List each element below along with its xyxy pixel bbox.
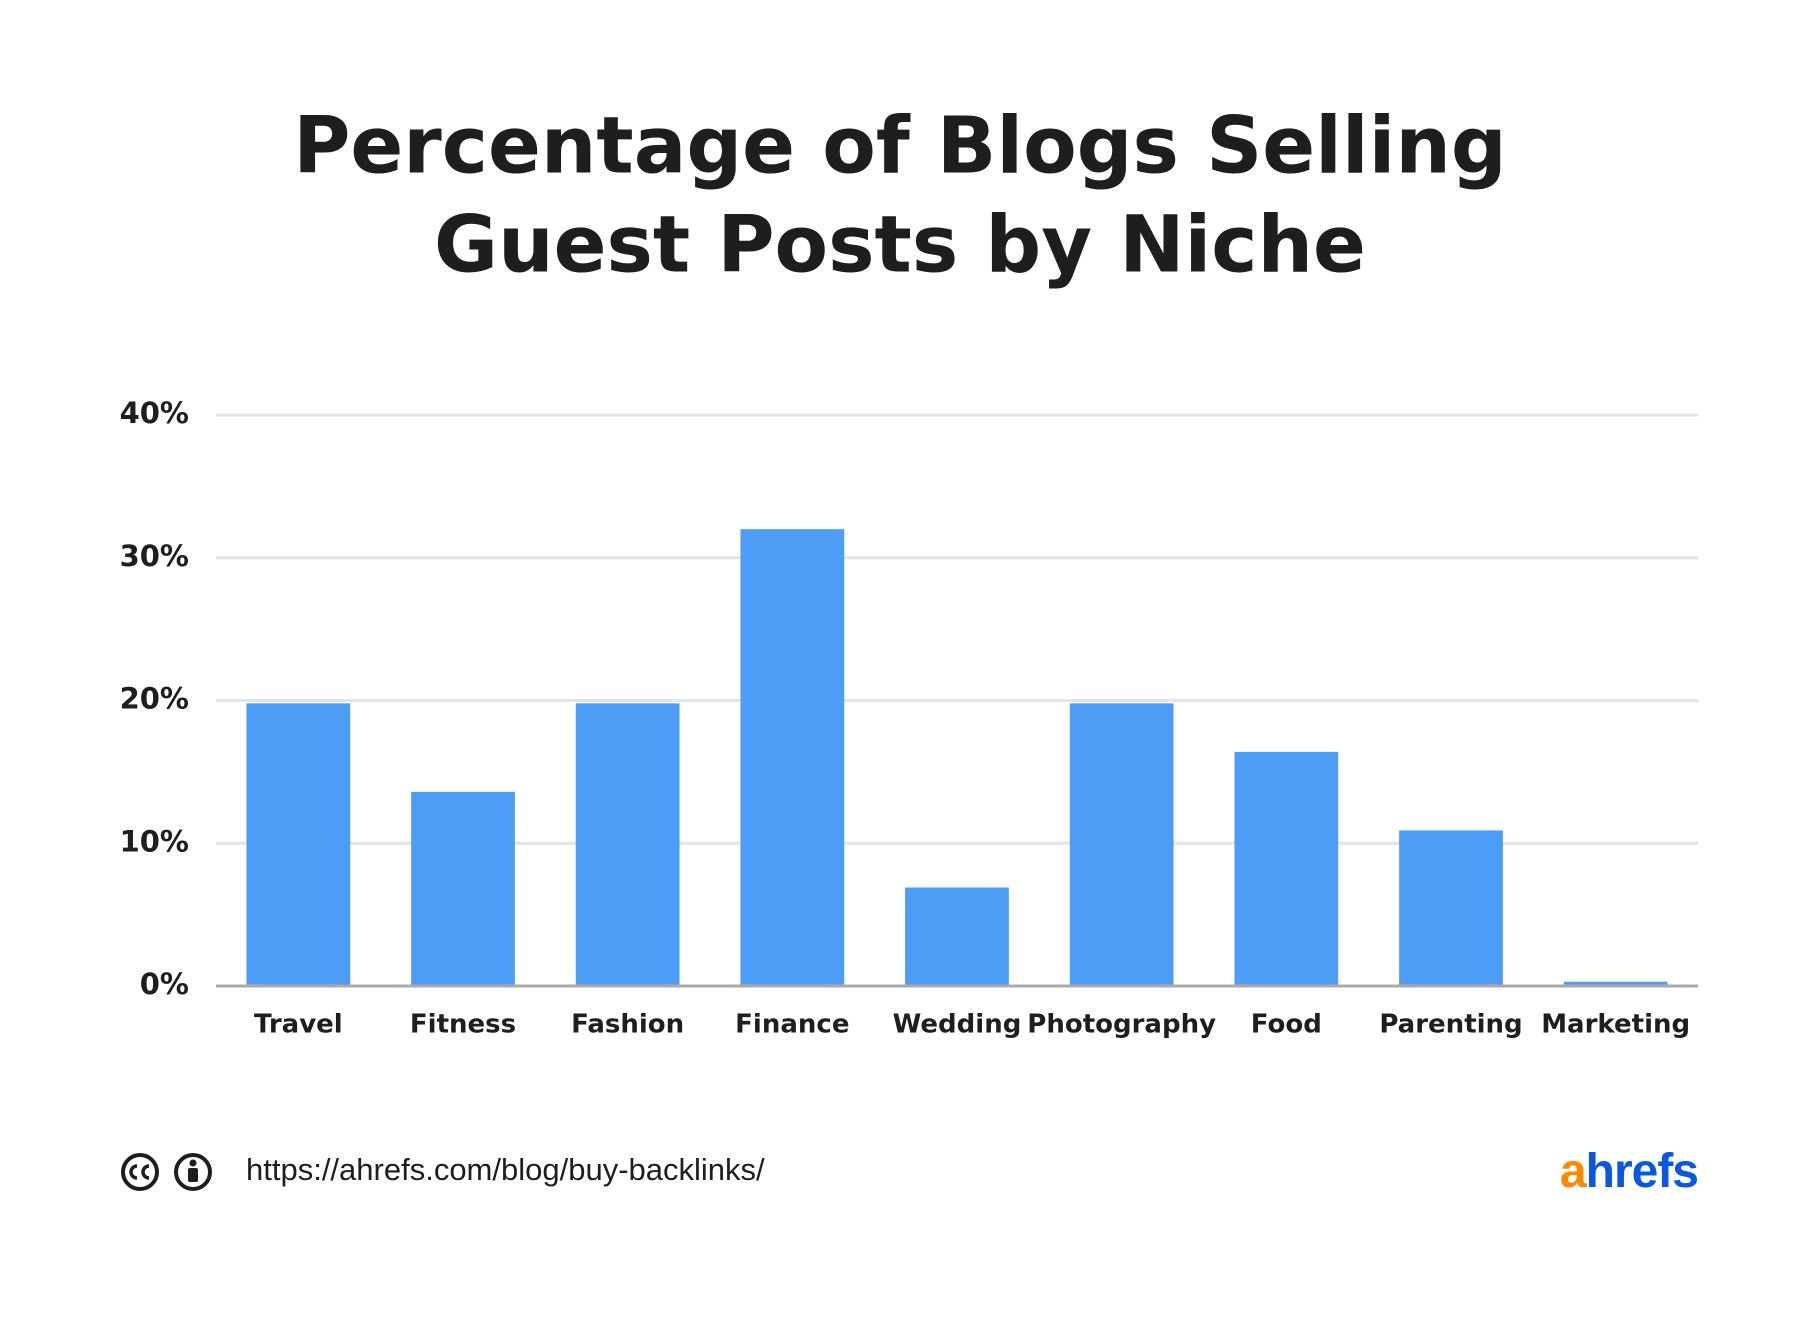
logo-accent: a [1560,1145,1587,1198]
bar [905,887,1009,986]
x-tick-label: Fitness [410,1010,516,1040]
chart-title: Percentage of Blogs Selling [293,101,1507,191]
x-tick-label: Fashion [571,1010,684,1040]
x-tick-label: Food [1251,1010,1322,1040]
bar [575,703,680,986]
cc-icon [121,1153,159,1191]
logo-text: hrefs [1586,1145,1698,1198]
logo: ahrefs [1560,1145,1698,1198]
chart-title: Guest Posts by Niche [434,200,1366,290]
source-url: https://ahrefs.com/blog/buy-backlinks/ [246,1152,765,1187]
x-tick-label: Marketing [1541,1010,1690,1040]
y-tick-label: 40% [120,396,189,430]
bar [411,791,515,986]
y-tick-label: 10% [120,824,189,858]
y-tick-label: 20% [120,682,189,716]
x-tick-label: Parenting [1379,1010,1522,1040]
y-tick-label: 30% [120,539,189,573]
bar [1399,830,1503,986]
x-tick-label: Wedding [893,1010,1022,1040]
bar [1563,981,1668,986]
bar [1234,751,1339,986]
y-tick-label: 0% [140,967,189,1001]
x-tick-label: Photography [1027,1010,1216,1040]
bar [1069,703,1174,986]
by-icon [174,1153,212,1191]
x-tick-label: Finance [735,1010,849,1040]
bar [740,529,845,986]
bar [246,703,351,986]
x-tick-label: Travel [254,1010,343,1040]
